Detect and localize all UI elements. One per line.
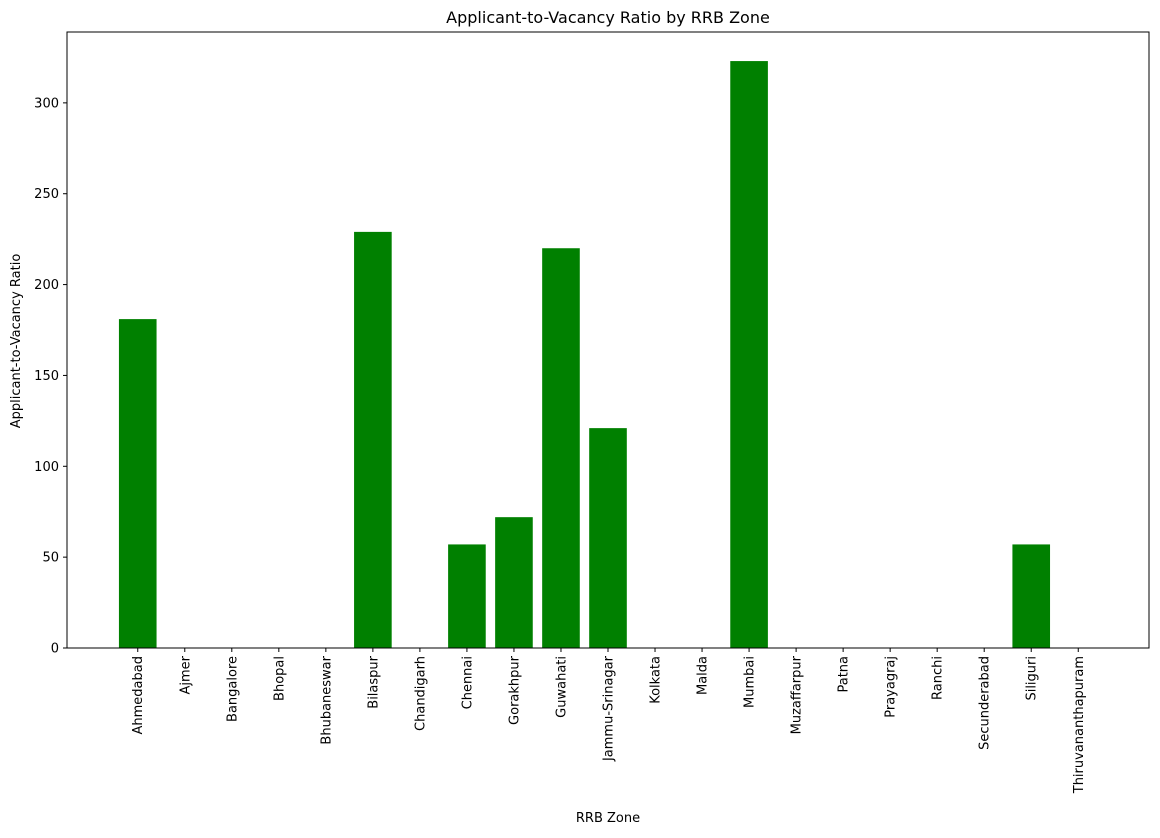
bar-chennai	[448, 544, 486, 648]
x-tick-label: Ahmedabad	[131, 656, 146, 734]
x-tick-label: Bangalore	[225, 656, 240, 722]
x-tick-label: Prayagraj	[884, 656, 899, 718]
x-axis: Ahmedabad Ajmer Bangalore Bhopal Bhubaneswar…	[131, 648, 1087, 794]
y-tick-label: 200	[34, 278, 59, 293]
y-tick-label: 250	[34, 187, 59, 202]
x-tick-label: Malda	[696, 656, 711, 695]
x-tick-label: Thiruvananthapuram	[1072, 656, 1087, 794]
x-tick-label: Siliguri	[1025, 656, 1040, 701]
bar-jammu-srinagar	[589, 428, 627, 648]
bar-mumbai	[730, 61, 768, 649]
x-tick-label: Mumbai	[743, 656, 758, 708]
x-axis-label: RRB Zone	[576, 811, 640, 826]
y-axis: 0 50 100 150 200 250 300	[34, 96, 67, 657]
y-tick-label: 300	[34, 96, 59, 111]
x-tick-label: Ajmer	[178, 655, 193, 694]
x-tick-label: Gorakhpur	[507, 655, 522, 725]
x-tick-label: Bhubaneswar	[319, 655, 334, 744]
x-tick-label: Kolkata	[649, 656, 664, 704]
x-tick-label: Bilaspur	[366, 655, 381, 708]
x-tick-label: Ranchi	[931, 656, 946, 700]
bars-layer	[118, 61, 1051, 649]
x-tick-label: Muzaffarpur	[790, 655, 805, 734]
plot-frame	[66, 31, 1150, 649]
x-tick-label: Guwahati	[554, 656, 569, 718]
y-tick-label: 50	[42, 551, 59, 566]
x-tick-label: Chennai	[460, 656, 475, 709]
bar-guwahati	[542, 248, 580, 648]
chart-title: Applicant-to-Vacancy Ratio by RRB Zone	[446, 8, 770, 27]
x-tick-label: Patna	[837, 656, 852, 693]
bar-ahmedabad	[118, 319, 157, 648]
bar-bilaspur	[354, 231, 392, 648]
x-tick-label: Chandigarh	[413, 656, 428, 731]
bar-siliguri	[1012, 544, 1051, 648]
y-tick-label: 100	[34, 460, 59, 475]
y-tick-label: 150	[34, 369, 59, 384]
bar-gorakhpur	[495, 517, 533, 648]
x-tick-label: Bhopal	[272, 656, 287, 701]
x-tick-label: Jammu-Srinagar	[602, 655, 617, 762]
x-tick-label: Secunderabad	[978, 656, 993, 750]
y-axis-label: Applicant-to-Vacancy Ratio	[9, 254, 24, 429]
y-tick-label: 0	[51, 642, 59, 657]
